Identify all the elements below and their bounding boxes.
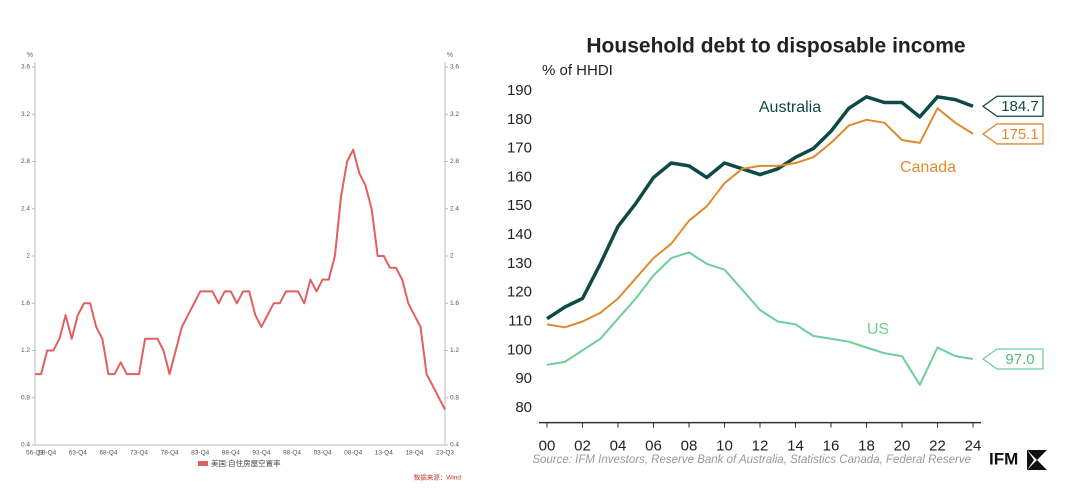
- x-tick-label: 02: [574, 438, 591, 455]
- y-axis-label: % of HHDI: [542, 62, 613, 79]
- x-tick-label: 14: [787, 438, 804, 455]
- y-tick-label: 1.6: [21, 300, 30, 307]
- y-tick-label: 80: [515, 399, 532, 416]
- logo-mark: [1027, 450, 1047, 470]
- y-tick-label: 160: [507, 168, 532, 185]
- x-tick-label: 06: [645, 438, 662, 455]
- y2-unit: %: [447, 52, 453, 59]
- x-tick-label: 00: [539, 438, 556, 455]
- y-tick-label: 90: [515, 370, 532, 387]
- x-tick-label: 73-Q4: [130, 450, 148, 457]
- x-tick-label: 18-Q4: [405, 450, 423, 457]
- y-tick-label: 170: [507, 140, 532, 157]
- x-tick-label: 18: [858, 438, 875, 455]
- source: Source: IFM Investors, Reserve Bank of A…: [532, 454, 971, 466]
- x-tick-label: 88-Q4: [222, 450, 240, 457]
- logo: IFM: [989, 449, 1018, 468]
- x-tick-label: 03-Q4: [314, 450, 332, 457]
- y-tick-label: 2: [26, 253, 30, 260]
- end-label-box: [981, 348, 1044, 370]
- y-tick-label: 3.6: [21, 64, 30, 71]
- y-tick-label: 150: [507, 197, 532, 214]
- x-tick-label: 20: [894, 438, 911, 455]
- y2-tick-label: 2.8: [450, 158, 459, 165]
- y-tick-label: 180: [507, 111, 532, 128]
- y2-tick-label: 0.4: [450, 442, 459, 449]
- x-tick-label: 10: [716, 438, 733, 455]
- y-tick-label: 2.4: [21, 205, 30, 212]
- y2-tick-label: 3.6: [450, 64, 459, 71]
- y-tick-label: 0.8: [21, 394, 30, 401]
- x-tick-label: 56-Q1: [26, 450, 44, 457]
- y-tick-label: 100: [507, 341, 532, 358]
- x-tick-label: 83-Q4: [191, 450, 209, 457]
- series-label: Australia: [759, 99, 821, 116]
- source: 数据来源：Wind: [414, 473, 462, 482]
- end-label-box: [981, 123, 1044, 145]
- x-tick-label: 24: [965, 438, 982, 455]
- y-tick-label: 190: [507, 82, 532, 99]
- series-label: Canada: [900, 159, 956, 176]
- y2-tick-label: 2.4: [450, 205, 459, 212]
- x-tick-label: 12: [752, 438, 769, 455]
- y-unit: %: [27, 52, 33, 59]
- x-tick-label: 13-Q4: [375, 450, 393, 457]
- y2-tick-label: 3.2: [450, 111, 459, 118]
- x-tick-label: 78-Q4: [161, 450, 179, 457]
- x-tick-label: 23-Q3: [436, 450, 454, 457]
- end-label: 175.1: [1001, 126, 1039, 143]
- y2-tick-label: 0.8: [450, 394, 459, 401]
- chart-title: Household debt to disposable income: [586, 35, 965, 58]
- series-line: [35, 148, 446, 411]
- x-tick-label: 68-Q4: [99, 450, 117, 457]
- x-tick-label: 08-Q4: [344, 450, 362, 457]
- y-tick-label: 3.2: [21, 111, 30, 118]
- series-line: [546, 251, 974, 386]
- end-label-box: [981, 95, 1044, 117]
- end-label: 97.0: [1005, 351, 1034, 368]
- y-tick-label: 110: [508, 313, 532, 330]
- legend-label: 美国:自住房屋空置率: [211, 458, 281, 468]
- x-tick-label: 22: [929, 438, 946, 455]
- x-tick-label: 04: [610, 438, 627, 455]
- y2-tick-label: 1.2: [450, 347, 459, 354]
- y2-tick-label: 1.6: [450, 300, 459, 307]
- x-tick-label: 16: [823, 438, 840, 455]
- y-tick-label: 0.4: [21, 442, 30, 449]
- x-tick-label: 93-Q4: [252, 450, 270, 457]
- x-tick-label: 58-Q4: [38, 450, 56, 457]
- y-tick-label: 140: [507, 226, 532, 243]
- x-tick-label: 98-Q4: [283, 450, 301, 457]
- y-tick-label: 1.2: [21, 347, 30, 354]
- y-tick-label: 2.8: [21, 158, 30, 165]
- series-line: [546, 95, 974, 321]
- legend-swatch: [198, 461, 208, 466]
- y-tick-label: 120: [507, 284, 532, 301]
- y-tick-label: 130: [507, 255, 532, 272]
- series-line: [546, 107, 974, 329]
- series-label: US: [867, 321, 889, 338]
- x-tick-label: 63-Q4: [69, 450, 87, 457]
- y2-tick-label: 2: [450, 253, 454, 260]
- end-label: 184.7: [1001, 98, 1039, 115]
- x-tick-label: 08: [681, 438, 698, 455]
